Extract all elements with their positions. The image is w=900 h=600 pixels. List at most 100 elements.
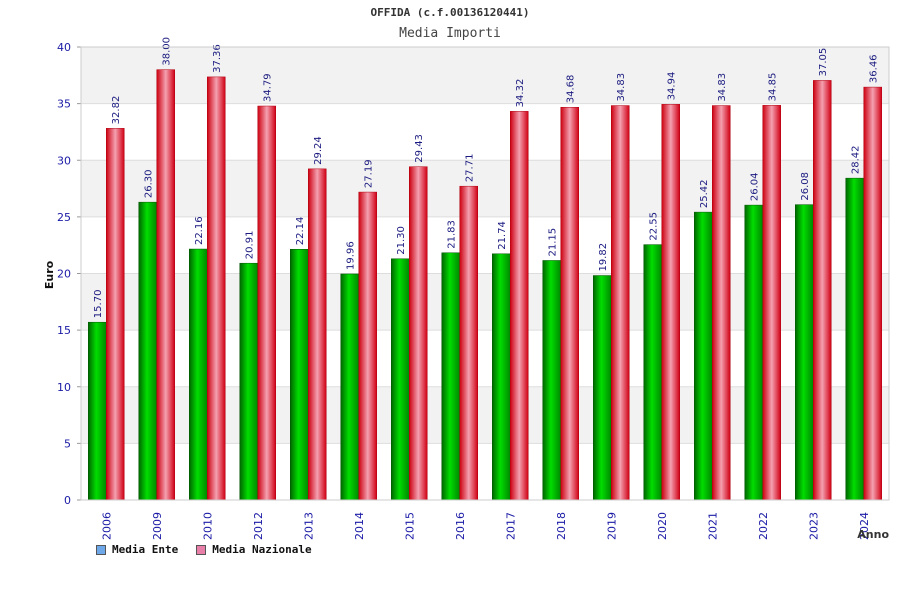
y-tick-label: 5 (64, 437, 71, 450)
data-label-media-nazionale: 34.94 (667, 72, 678, 101)
bar-media-nazionale (459, 185, 478, 501)
data-label-media-ente: 20.91 (245, 231, 256, 260)
plot-border (80, 46, 890, 501)
data-label-media-ente: 22.14 (295, 217, 306, 246)
bar-media-nazionale (358, 191, 377, 501)
x-tick-label: 2019 (605, 512, 618, 540)
legend-label-nazionale: Media Nazionale (212, 543, 312, 556)
bar-media-ente (542, 260, 561, 501)
y-tick-label: 40 (57, 41, 71, 54)
data-label-media-ente: 26.30 (144, 170, 155, 199)
chart-title: OFFIDA (c.f.00136120441) (370, 6, 530, 19)
bar-media-ente (290, 249, 309, 501)
data-label-media-nazionale: 37.36 (212, 44, 223, 73)
x-tick-label: 2023 (807, 512, 820, 540)
bar-media-ente (795, 204, 814, 501)
data-label-media-ente: 26.04 (750, 172, 761, 201)
data-label-media-nazionale: 37.05 (818, 48, 829, 77)
x-tick-label: 2021 (706, 512, 719, 540)
bar-media-ente (138, 201, 157, 501)
x-tick-label: 2010 (201, 512, 214, 540)
bar-media-nazionale (510, 111, 529, 501)
bar-media-nazionale (762, 105, 781, 501)
data-label-media-ente: 26.08 (800, 172, 811, 201)
x-tick-label: 2006 (100, 512, 113, 540)
legend-item-nazionale: Media Nazionale (196, 543, 312, 556)
bar-media-nazionale (611, 105, 630, 501)
bar-media-ente (744, 204, 763, 501)
data-label-media-nazionale: 27.71 (465, 154, 476, 183)
bar-media-nazionale (863, 86, 882, 501)
data-label-media-nazionale: 38.00 (162, 37, 173, 66)
data-label-media-ente: 21.15 (548, 228, 559, 257)
bar-media-ente (492, 253, 511, 501)
legend-item-ente: Media Ente (96, 543, 178, 556)
data-label-media-nazionale: 34.83 (717, 73, 728, 102)
data-label-media-ente: 22.16 (194, 216, 205, 245)
x-tick-label: 2014 (353, 512, 366, 540)
x-tick-label: 2009 (151, 512, 164, 540)
data-label-media-nazionale: 34.32 (515, 79, 526, 108)
bar-media-ente (88, 321, 107, 501)
data-label-media-nazionale: 34.83 (616, 73, 627, 102)
x-tick-label: 2013 (302, 512, 315, 540)
data-label-media-ente: 21.83 (447, 220, 458, 249)
x-tick-label: 2020 (656, 512, 669, 540)
data-label-media-nazionale: 34.85 (768, 73, 779, 102)
bar-media-ente (391, 258, 410, 501)
y-tick-label: 30 (57, 154, 71, 167)
x-tick-label: 2018 (555, 512, 568, 540)
data-label-media-nazionale: 36.46 (869, 54, 880, 83)
legend: Media Ente Media Nazionale (96, 543, 312, 556)
y-tick-label: 20 (57, 268, 71, 281)
data-label-media-ente: 21.74 (497, 221, 508, 250)
bar-media-nazionale (661, 104, 680, 501)
data-label-media-nazionale: 34.79 (263, 73, 274, 102)
bar-media-nazionale (207, 76, 226, 501)
y-axis-label: Euro (43, 260, 56, 289)
legend-swatch-ente (96, 544, 106, 555)
bar-media-nazionale (712, 105, 731, 501)
bar-media-nazionale (813, 80, 832, 501)
x-tick-label: 2017 (504, 512, 517, 540)
x-tick-label: 2016 (454, 512, 467, 540)
bar-media-ente (694, 211, 713, 501)
y-tick-label: 35 (57, 98, 71, 111)
data-label-media-nazionale: 29.24 (313, 136, 324, 165)
bar-media-nazionale (409, 166, 428, 501)
bar-media-ente (340, 273, 359, 501)
x-tick-label: 2012 (252, 512, 265, 540)
data-label-media-nazionale: 34.68 (566, 75, 577, 104)
data-label-media-ente: 25.42 (699, 179, 710, 208)
y-tick-label: 0 (64, 494, 71, 507)
x-tick-label: 2015 (403, 512, 416, 540)
data-label-media-ente: 21.30 (396, 226, 407, 255)
data-label-media-ente: 19.82 (598, 243, 609, 272)
x-axis-label: Anno (857, 528, 889, 541)
bar-media-nazionale (156, 69, 175, 501)
bar-media-ente (593, 275, 612, 501)
bar-media-nazionale (106, 128, 125, 501)
legend-label-ente: Media Ente (112, 543, 179, 556)
bar-media-nazionale (560, 106, 579, 501)
data-label-media-ente: 28.42 (851, 146, 862, 175)
bar-media-ente (441, 252, 460, 501)
data-label-media-ente: 15.70 (93, 290, 104, 319)
x-tick-label: 2022 (757, 512, 770, 540)
y-tick-label: 15 (57, 324, 71, 337)
bar-media-ente (643, 244, 662, 501)
x-tick-label: 2024 (858, 512, 871, 540)
data-label-media-ente: 19.96 (346, 241, 357, 270)
legend-swatch-nazionale (196, 544, 207, 555)
y-tick-label: 10 (57, 381, 71, 394)
data-label-media-nazionale: 32.82 (111, 96, 122, 125)
y-tick-label: 25 (57, 211, 71, 224)
bar-media-nazionale (308, 168, 327, 501)
data-label-media-ente: 22.55 (649, 212, 660, 241)
data-label-media-nazionale: 29.43 (414, 134, 425, 163)
bar-media-ente (189, 248, 208, 501)
chart-subtitle: Media Importi (399, 26, 501, 41)
data-label-media-nazionale: 27.19 (364, 159, 375, 188)
